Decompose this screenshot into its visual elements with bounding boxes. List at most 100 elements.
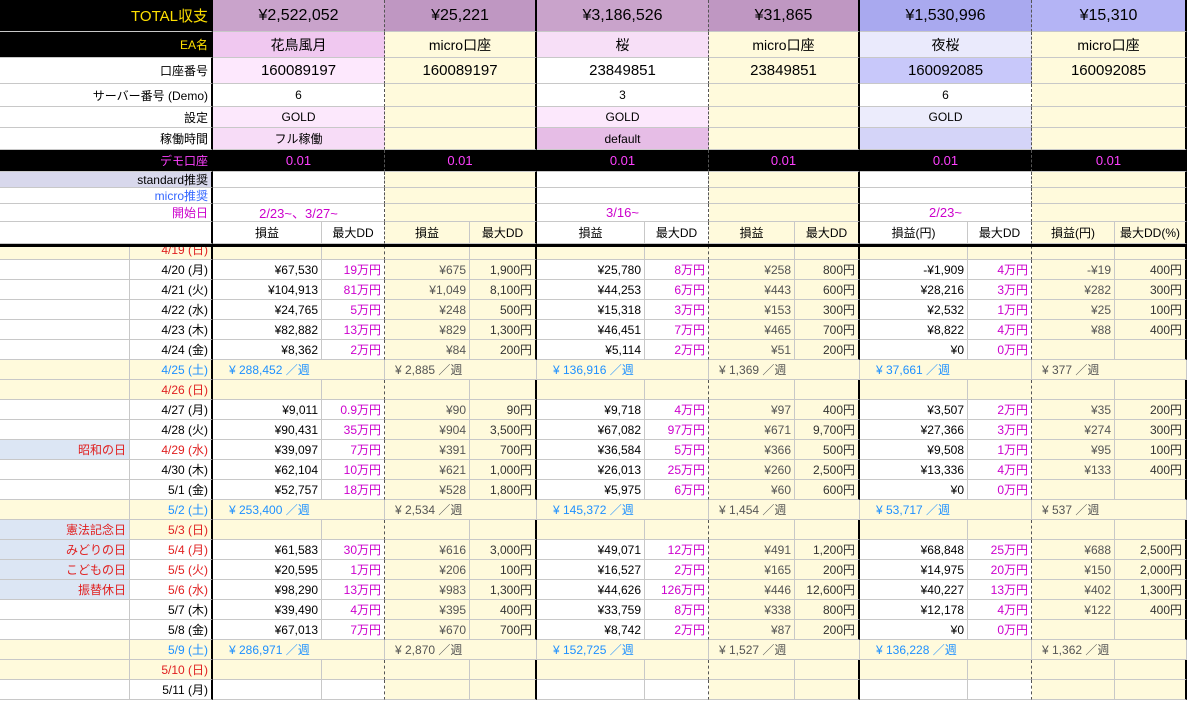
max-dd-cell: 2,500円 (795, 460, 860, 480)
date-cell: 5/1 (金) (130, 480, 213, 500)
group-cell: フル稼働 (213, 128, 385, 150)
group-cell: 0.01 (1032, 150, 1187, 172)
holiday-cell (0, 400, 130, 420)
max-dd-cell (322, 660, 385, 680)
max-dd-cell: 1,900円 (470, 260, 537, 280)
max-dd-cell: 4万円 (322, 600, 385, 620)
profit-cell: ¥122 (1032, 600, 1115, 620)
group-cell: 23849851 (537, 58, 709, 84)
profit-cell: ¥366 (709, 440, 795, 460)
profit-cell: ¥20,595 (213, 560, 322, 580)
date-cell: 4/30 (木) (130, 460, 213, 480)
date-cell: 5/4 (月) (130, 540, 213, 560)
profit-cell: ¥491 (709, 540, 795, 560)
max-dd-cell: 300円 (795, 300, 860, 320)
profit-cell: ¥670 (385, 620, 470, 640)
holiday-cell (0, 280, 130, 300)
profit-cell (537, 520, 645, 540)
profit-cell: ¥84 (385, 340, 470, 360)
date-cell: 4/24 (金) (130, 340, 213, 360)
max-dd-cell (645, 680, 709, 700)
profit-cell (385, 520, 470, 540)
profit-cell (213, 680, 322, 700)
holiday-cell (0, 300, 130, 320)
weekly-total: ¥ 37,661 ／週 (860, 360, 1032, 380)
profit-cell (709, 660, 795, 680)
group-cell: ¥3,186,526 (537, 0, 709, 32)
column-header: 損益 (709, 222, 795, 244)
profit-cell: ¥61,583 (213, 540, 322, 560)
profit-cell: ¥39,097 (213, 440, 322, 460)
holiday-cell: みどりの日 (0, 540, 130, 560)
group-cell: GOLD (860, 107, 1032, 128)
holiday-cell (0, 500, 130, 520)
date-cell: 5/6 (水) (130, 580, 213, 600)
group-cell (1032, 128, 1187, 150)
profit-cell: ¥27,366 (860, 420, 968, 440)
max-dd-cell (968, 380, 1032, 400)
profit-cell (1032, 660, 1115, 680)
group-cell: 160089197 (385, 58, 537, 84)
profit-cell (860, 380, 968, 400)
max-dd-cell: 600円 (795, 480, 860, 500)
profit-cell: ¥258 (709, 260, 795, 280)
column-header: 損益(円) (860, 222, 968, 244)
profit-cell: ¥90 (385, 400, 470, 420)
max-dd-cell: 1,200円 (795, 540, 860, 560)
max-dd-cell: 12万円 (645, 540, 709, 560)
row-label (0, 222, 213, 244)
group-cell (1032, 84, 1187, 107)
max-dd-cell: 700円 (470, 620, 537, 640)
date-cell: 4/19 (日) (130, 247, 213, 260)
date-cell: 5/8 (金) (130, 620, 213, 640)
weekly-total: ¥ 1,527 ／週 (709, 640, 860, 660)
group-cell: 0.01 (709, 150, 860, 172)
profit-cell: ¥26,013 (537, 460, 645, 480)
profit-cell: ¥97 (709, 400, 795, 420)
max-dd-cell: 8,100円 (470, 280, 537, 300)
max-dd-cell: 3万円 (968, 420, 1032, 440)
max-dd-cell: 4万円 (968, 460, 1032, 480)
group-cell: ¥15,310 (1032, 0, 1187, 32)
row-label: 設定 (0, 107, 213, 128)
max-dd-cell (968, 660, 1032, 680)
weekly-total: ¥ 537 ／週 (1032, 500, 1187, 520)
holiday-cell: 憲法記念日 (0, 520, 130, 540)
holiday-cell (0, 260, 130, 280)
profit-cell (860, 520, 968, 540)
max-dd-cell: 400円 (470, 600, 537, 620)
holiday-cell (0, 380, 130, 400)
max-dd-cell: 7万円 (322, 620, 385, 640)
max-dd-cell (968, 680, 1032, 700)
holiday-cell (0, 600, 130, 620)
profit-cell: ¥24,765 (213, 300, 322, 320)
weekly-total: ¥ 1,454 ／週 (709, 500, 860, 520)
group-cell: micro口座 (709, 32, 860, 58)
max-dd-cell (470, 520, 537, 540)
column-header: 損益 (213, 222, 322, 244)
max-dd-cell (1115, 480, 1187, 500)
profit-cell: ¥8,742 (537, 620, 645, 640)
max-dd-cell (1115, 340, 1187, 360)
profit-cell (385, 380, 470, 400)
max-dd-cell: 400円 (795, 400, 860, 420)
group-cell (860, 128, 1032, 150)
max-dd-cell (795, 680, 860, 700)
max-dd-cell: 2万円 (322, 340, 385, 360)
group-cell (1032, 204, 1187, 222)
profit-cell: ¥82,882 (213, 320, 322, 340)
max-dd-cell: 100円 (1115, 440, 1187, 460)
max-dd-cell: 13万円 (322, 580, 385, 600)
max-dd-cell: 2,000円 (1115, 560, 1187, 580)
date-cell: 5/5 (火) (130, 560, 213, 580)
profit-cell: ¥40,227 (860, 580, 968, 600)
max-dd-cell: 20万円 (968, 560, 1032, 580)
profit-cell: ¥25 (1032, 300, 1115, 320)
group-cell (860, 188, 1032, 204)
row-label: micro推奨 (0, 188, 213, 204)
holiday-cell: 振替休日 (0, 580, 130, 600)
max-dd-cell: 13万円 (322, 320, 385, 340)
profit-cell: ¥46,451 (537, 320, 645, 340)
row-label: サーバー番号 (Demo) (0, 84, 213, 107)
